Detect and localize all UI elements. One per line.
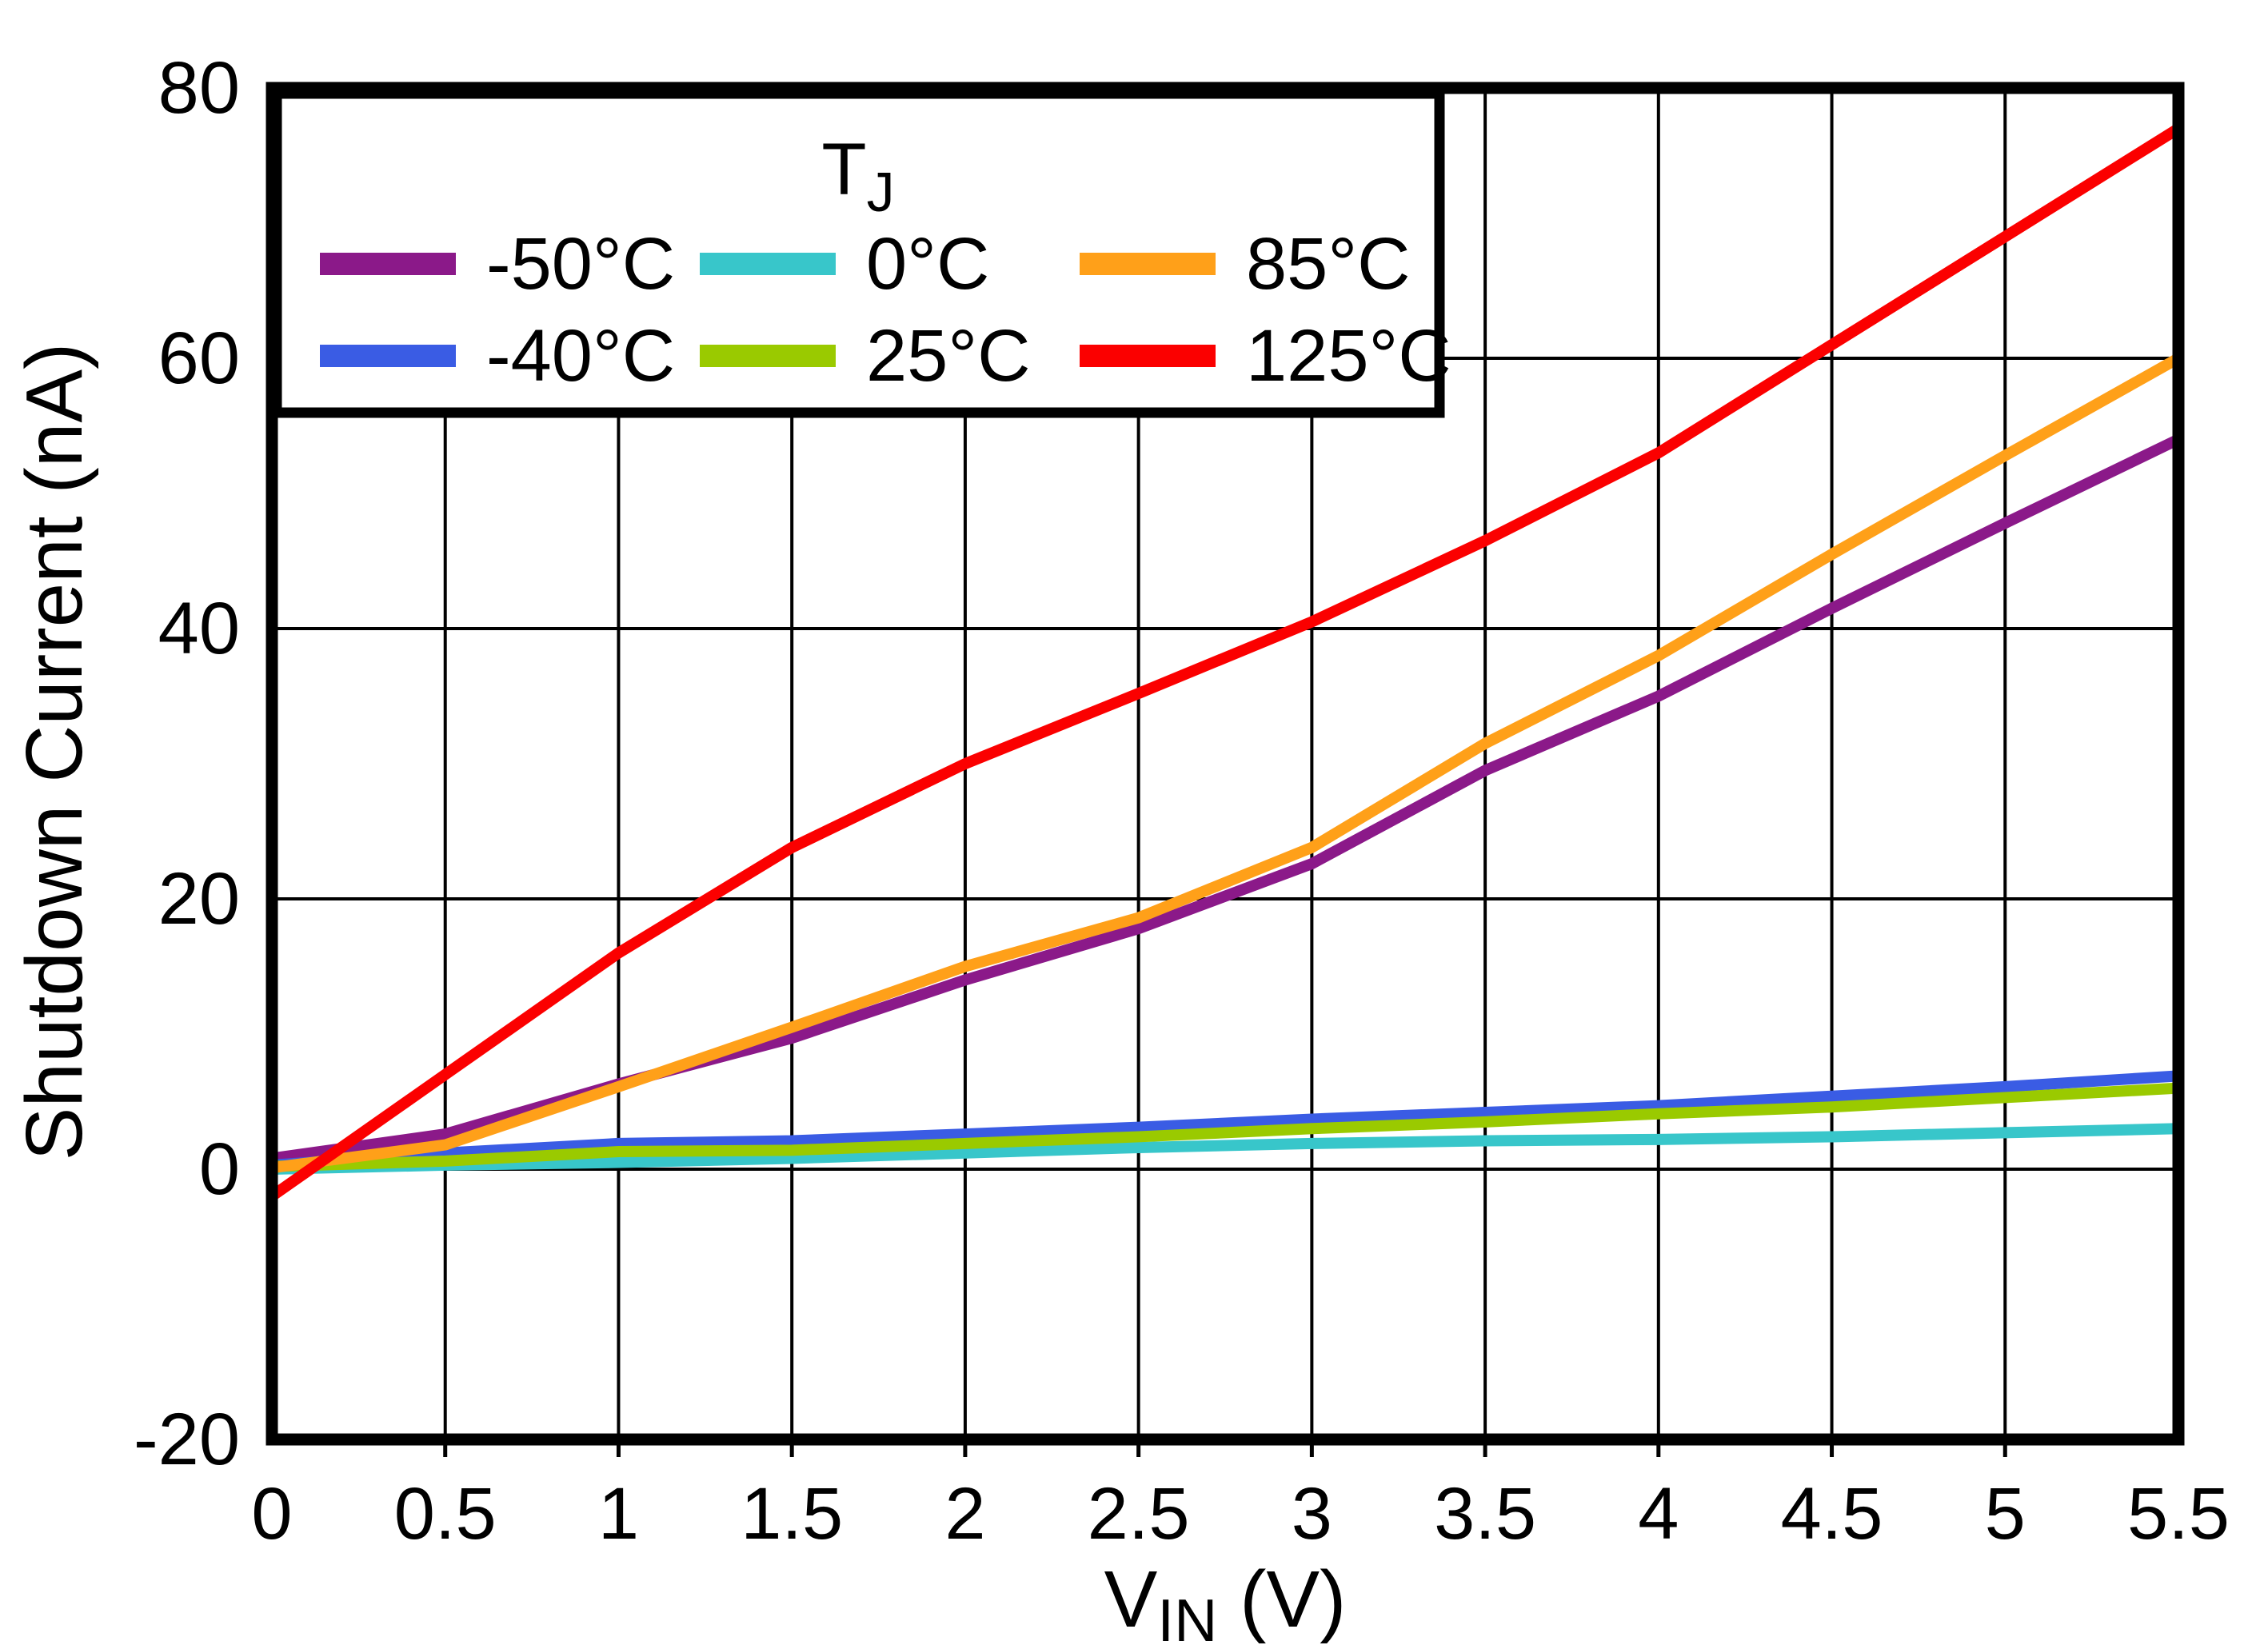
legend: TJ -50°C 0°C 85°C -40°C 25°C 125°C [271,88,1451,418]
legend-label--50c: -50°C [486,223,675,305]
x-tick-label: 2.5 [1088,1473,1190,1555]
series-line-0c [272,1123,2178,1175]
x-tick-label: 3.5 [1434,1473,1536,1555]
legend-swatch-25c [700,345,836,367]
y-tick-label: -20 [134,1399,240,1480]
legend-label-25c: 25°C [866,315,1031,397]
legend-label--40c: -40°C [486,315,675,397]
legend-label-125c: 125°C [1246,315,1451,397]
x-axis-tick-labels: 0 0.5 1 1.5 2 2.5 3 3.5 4 4.5 5 5.5 [251,1473,2230,1555]
plot-frame [266,82,2185,1446]
x-tick-label: 5 [1985,1473,2026,1555]
series-line--40c [272,1070,2178,1171]
legend-swatch--40c [320,345,456,367]
x-tick-label: 3 [1292,1473,1332,1555]
y-axis-tick-labels: -20 0 20 40 60 80 [134,47,240,1480]
legend-entry--50c: -50°C [320,223,675,305]
legend-swatch-0c [700,253,836,275]
legend-swatch-85c [1080,253,1216,275]
legend-entry-125c: 125°C [1080,315,1451,397]
legend-label-0c: 0°C [866,223,989,305]
x-tick-label: 0.5 [394,1473,497,1555]
series-line-85c [272,353,2178,1174]
legend-entry--40c: -40°C [320,315,675,397]
series-line-125c [272,123,2178,1201]
series-line-25c [272,1082,2178,1172]
y-tick-label: 0 [199,1128,240,1210]
legend-swatch-125c [1080,345,1216,367]
series-lines [272,123,2178,1201]
y-tick-label: 40 [158,588,240,669]
x-tick-label: 5.5 [2127,1473,2230,1555]
x-tick-label: 4.5 [1781,1473,1883,1555]
x-tick-label: 4 [1638,1473,1679,1555]
legend-label-85c: 85°C [1246,223,1411,305]
x-axis-title: VIN (V) [1104,1555,1347,1649]
legend-entry-25c: 25°C [700,315,1031,397]
legend-box [271,88,1445,418]
legend-entry-85c: 85°C [1080,223,1411,305]
x-tick-label: 1.5 [741,1473,843,1555]
legend-title: TJ [821,129,894,223]
x-tick-label: 0 [251,1473,292,1555]
legend-entry-0c: 0°C [700,223,989,305]
x-tick-label: 2 [944,1473,985,1555]
y-tick-label: 20 [158,858,240,940]
y-tick-label: 80 [158,47,240,129]
x-tick-label: 1 [598,1473,639,1555]
y-axis-title: Shutdown Current (nA) [10,343,99,1161]
y-tick-label: 60 [158,317,240,399]
legend-swatch--50c [320,253,456,275]
